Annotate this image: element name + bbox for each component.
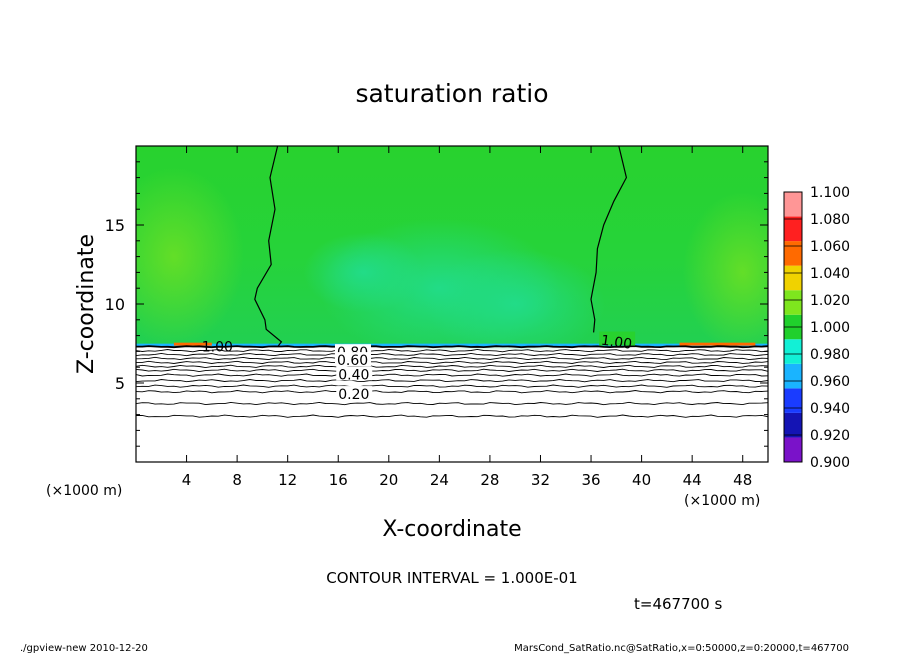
contour-label-bg [336, 386, 373, 401]
contour-lines: 1.001.000.800.600.400.20 [136, 146, 768, 418]
colorbar-segment [784, 437, 802, 462]
contour-label: 0.20 [338, 387, 369, 403]
colorbar-segment [784, 363, 802, 389]
contour-line [136, 401, 768, 406]
x-unit-label-right: (×1000 m) [684, 493, 760, 509]
colorbar-tick-label: 1.080 [810, 212, 850, 228]
warm-spot-right [679, 342, 756, 346]
contour-line-1.00-base [136, 345, 768, 349]
contour-label: 1.00 [202, 340, 233, 356]
colorbar-tick-label: 1.040 [810, 266, 850, 282]
colorbar-segment [784, 290, 802, 315]
x-axis-label: X-coordinate [382, 517, 521, 542]
contour-label: 0.60 [337, 353, 368, 369]
contour-line [136, 348, 768, 353]
y-axis: 5 10 15 [105, 161, 768, 447]
y-tick-label: 15 [105, 216, 125, 235]
contour-line [136, 390, 768, 394]
y-axis-label: Z-coordinate [74, 234, 99, 374]
colorbar-tick-label: 0.940 [810, 401, 850, 417]
x-axis: 4 8 12 16 20 24 28 32 36 40 44 48 [182, 146, 752, 489]
x-tick-label: 8 [232, 471, 242, 489]
x-tick-label: 44 [683, 471, 702, 489]
colorbar-segment [784, 388, 802, 413]
cyan-patch [425, 249, 606, 359]
colorbar-tick-label: 0.980 [810, 347, 850, 363]
contour-interval-label: CONTOUR INTERVAL = 1.000E-01 [326, 569, 577, 587]
colorbar: 0.900 0.920 0.940 0.960 0.980 1.000 1.020 1.040… [783, 185, 850, 471]
lime-patch [136, 166, 244, 347]
contour-line-1.00-right [590, 146, 628, 333]
colorbar-segment [784, 241, 802, 266]
source-label: MarsCond_SatRatio.nc@SatRatio,x=0:50000,… [514, 643, 849, 654]
contour-label-bg [336, 366, 373, 381]
unsaturated-field [136, 349, 768, 462]
chart-title: saturation ratio [355, 79, 548, 108]
field-patches [136, 166, 768, 359]
colorbar-segment [784, 192, 802, 217]
colorbar-tick-label: 0.960 [810, 374, 850, 390]
contour-line [136, 373, 768, 377]
program-label: ./gpview-new 2010-12-20 [20, 643, 148, 654]
contour-line [136, 379, 768, 383]
contour-line-1.00-left [254, 146, 283, 348]
cyan-patch [303, 232, 424, 313]
contour-line [136, 364, 768, 369]
contour-line [136, 368, 768, 373]
x-tick-label: 12 [278, 471, 297, 489]
contour-label: 0.40 [338, 367, 369, 383]
colorbar-segment [784, 216, 802, 242]
y-tick-label: 5 [115, 374, 125, 393]
time-label: t=467700 s [634, 595, 722, 613]
x-unit-label-left: (×1000 m) [46, 483, 122, 499]
contour-label-bg [599, 331, 636, 346]
colorbar-tick-label: 0.900 [810, 455, 850, 471]
x-tick-label: 36 [581, 471, 600, 489]
colorbar-tick-label: 0.920 [810, 428, 850, 444]
contour-line [136, 356, 768, 361]
contour-line [136, 360, 768, 365]
warm-spot-left [173, 342, 212, 346]
contour-label: 1.00 [600, 333, 633, 353]
x-tick-label: 40 [632, 471, 651, 489]
colorbar-segment [784, 412, 802, 438]
colorbar-segment [784, 339, 802, 364]
contour-line [136, 384, 768, 388]
x-tick-label: 16 [329, 471, 348, 489]
contour-line [136, 352, 768, 357]
x-tick-label: 48 [733, 471, 752, 489]
lime-patch [682, 192, 768, 353]
x-tick-label: 28 [480, 471, 499, 489]
y-tick-label: 10 [105, 295, 125, 314]
colorbar-tick-label: 1.100 [810, 185, 850, 201]
colorbar-tick-label: 1.020 [810, 293, 850, 309]
x-tick-label: 4 [182, 471, 192, 489]
colorbar-segment [784, 265, 802, 291]
contour-label-bg [334, 352, 371, 367]
contour-line [136, 414, 768, 418]
x-tick-label: 24 [430, 471, 449, 489]
colorbar-tick-label: 1.000 [810, 320, 850, 336]
x-tick-label: 32 [531, 471, 550, 489]
layer-base-edge [136, 343, 768, 347]
plot-area: 1.001.000.800.600.400.20 [136, 146, 768, 462]
colorbar-tick-label: 1.060 [810, 239, 850, 255]
x-tick-label: 20 [379, 471, 398, 489]
